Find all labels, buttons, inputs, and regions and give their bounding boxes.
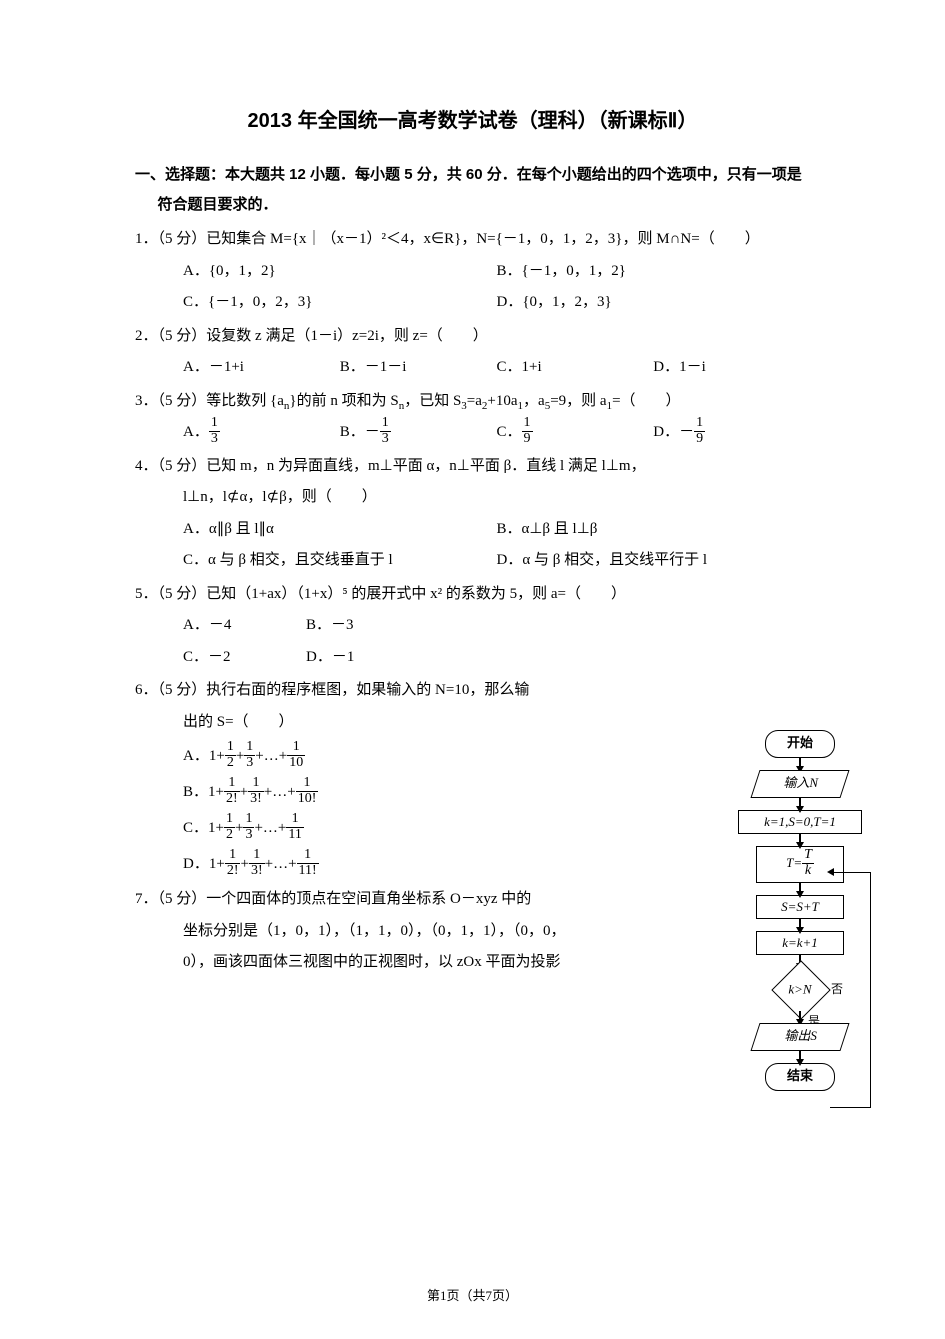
q3-points: 5 分 (165, 393, 191, 409)
question-6: 6．（5 分）执行右面的程序框图，如果输入的 N=10，那么输 出的 S=（ ）… (135, 675, 675, 882)
q2-stem: 2．（5 分）设复数 z 满足（1－i）z=2i，则 z=（ ） (135, 321, 810, 353)
fc-start: 开始 (765, 730, 835, 758)
q7-stem-cont2: 0），画该四面体三视图中的正视图时，以 zOx 平面为投影 (135, 947, 675, 979)
q4-opt-a: A．α∥β 且 l∥α (183, 514, 497, 546)
q1-opt-b: B．{－1，0，1，2} (497, 256, 811, 288)
q7-stem: 7．（5 分）一个四面体的顶点在空间直角坐标系 O－xyz 中的 (135, 884, 675, 916)
question-4: 4．（5 分）已知 m，n 为异面直线，m⊥平面 α，n⊥平面 β．直线 l 满… (135, 451, 810, 577)
fc-init: k=1,S=0,T=1 (738, 810, 862, 834)
q2-opt-c: C．1+i (497, 352, 654, 384)
q3-opt-a: A．13 (183, 417, 340, 449)
q6-points: 5 分 (165, 682, 191, 698)
q2-opt-a: A．－1+i (183, 352, 340, 384)
q5-stem: 5．（5 分）已知（1+ax）（1+x）⁵ 的展开式中 x² 的系数为 5，则 … (135, 579, 675, 611)
q4-opt-d: D．α 与 β 相交，且交线平行于 l (497, 545, 811, 577)
q1-opt-d: D．{0，1，2，3} (497, 287, 811, 319)
q5-opt-c: C．－2 (183, 642, 306, 674)
q4-stem-cont: l⊥n，l⊄α，l⊄β，则（ ） (135, 482, 810, 514)
question-7: 7．（5 分）一个四面体的顶点在空间直角坐标系 O－xyz 中的 坐标分别是（1… (135, 884, 675, 979)
q2-points: 5 分 (165, 328, 191, 344)
q4-points: 5 分 (165, 458, 191, 474)
section-header: 一、选择题：本大题共 12 小题．每小题 5 分，共 60 分．在每个小题给出的… (135, 160, 810, 220)
fc-loopback (830, 872, 871, 1108)
q3-opt-c: C．19 (497, 417, 654, 449)
q1-text: 已知集合 M={x｜（x－1）²＜4，x∈R}，N={－1，0，1，2，3}，则… (206, 231, 759, 247)
page-footer: 第1页（共7页） (0, 1282, 945, 1309)
q2-text: 设复数 z 满足（1－i）z=2i，则 z=（ ） (206, 328, 487, 344)
q6-opt-d: D．1+12!+13!+…+111! (183, 846, 675, 882)
q1-opt-c: C．{－1，0，2，3} (183, 287, 497, 319)
q6-stem: 6．（5 分）执行右面的程序框图，如果输入的 N=10，那么输 (135, 675, 675, 707)
q5-points: 5 分 (165, 586, 191, 602)
q4-opt-b: B．α⊥β 且 l⊥β (497, 514, 811, 546)
q6-stem-cont: 出的 S=（ ） (135, 707, 675, 739)
q3-opt-b: B．－13 (340, 417, 497, 449)
fc-input: 输入N (750, 770, 849, 798)
q4-stem: 4．（5 分）已知 m，n 为异面直线，m⊥平面 α，n⊥平面 β．直线 l 满… (135, 451, 810, 483)
question-1: 1．（5 分）已知集合 M={x｜（x－1）²＜4，x∈R}，N={－1，0，1… (135, 224, 810, 319)
flowchart: 开始 输入N k=1,S=0,T=1 T=Tk S=S+T k=k+1 k>N … (715, 730, 885, 1091)
q7-stem-cont1: 坐标分别是（1，0，1），（1，1，0），（0，1，1），（0，0， (135, 916, 675, 948)
q2-opt-d: D．1－i (653, 352, 810, 384)
fc-decision: k>N 是 否 (768, 967, 832, 1011)
fc-loopback-arrow (827, 868, 834, 876)
q5-opt-d: D．－1 (306, 642, 429, 674)
q1-points: 5 分 (165, 231, 191, 247)
fc-end: 结束 (765, 1063, 835, 1091)
question-5: 5．（5 分）已知（1+ax）（1+x）⁵ 的展开式中 x² 的系数为 5，则 … (135, 579, 675, 674)
exam-page: 2013 年全国统一高考数学试卷（理科）（新课标Ⅱ） 一、选择题：本大题共 12… (0, 0, 945, 1339)
q5-opt-b: B．－3 (306, 610, 429, 642)
q7-points: 5 分 (165, 891, 191, 907)
q2-opt-b: B．－1－i (340, 352, 497, 384)
q6-opt-a: A．1+12+13+…+110 (183, 738, 675, 774)
q4-opt-c: C．α 与 β 相交，且交线垂直于 l (183, 545, 497, 577)
q3-stem: 3．（5 分）等比数列 {an}的前 n 项和为 Sn，已知 S3=a2+10a… (135, 386, 810, 418)
question-3: 3．（5 分）等比数列 {an}的前 n 项和为 Sn，已知 S3=a2+10a… (135, 386, 810, 449)
q1-stem: 1．（5 分）已知集合 M={x｜（x－1）²＜4，x∈R}，N={－1，0，1… (135, 224, 810, 256)
q3-opt-d: D．－19 (653, 417, 810, 449)
question-2: 2．（5 分）设复数 z 满足（1－i）z=2i，则 z=（ ） A．－1+i … (135, 321, 810, 384)
q6-opt-b: B．1+12!+13!+…+110! (183, 774, 675, 810)
q1-opt-a: A．{0，1，2} (183, 256, 497, 288)
q6-opt-c: C．1+12+13+…+111 (183, 810, 675, 846)
page-title: 2013 年全国统一高考数学试卷（理科）（新课标Ⅱ） (135, 100, 810, 142)
q5-opt-a: A．－4 (183, 610, 306, 642)
